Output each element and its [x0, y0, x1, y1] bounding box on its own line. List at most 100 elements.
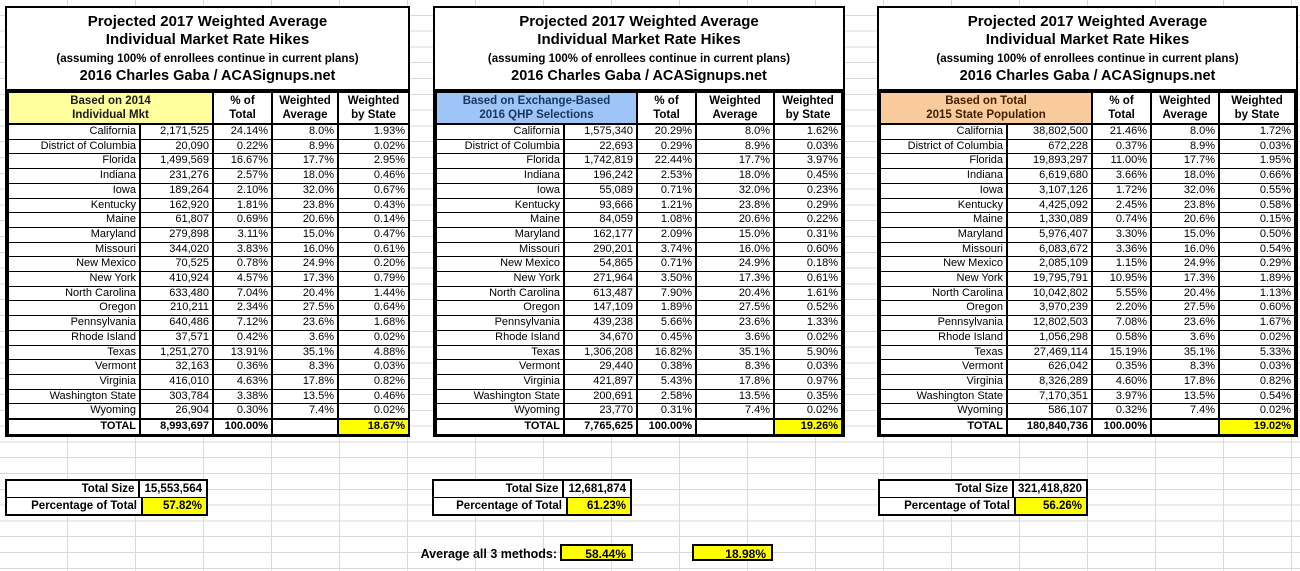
value-cell[interactable]: 27.5% [271, 300, 340, 317]
value-cell[interactable]: 1.13% [1218, 285, 1297, 302]
state-cell[interactable]: Maryland [879, 226, 1008, 243]
value-cell[interactable]: 3,970,239 [1005, 300, 1094, 317]
value-cell[interactable]: 640,486 [138, 315, 215, 331]
value-cell[interactable]: 20.6% [271, 212, 340, 228]
state-cell[interactable]: New Mexico [435, 256, 565, 273]
value-cell[interactable]: 0.22% [773, 212, 844, 228]
state-cell[interactable]: Wyoming [435, 403, 565, 420]
value-cell[interactable]: 0.02% [773, 329, 844, 346]
value-cell[interactable]: 20.6% [1150, 212, 1221, 228]
value-cell[interactable]: 27.5% [1150, 300, 1221, 317]
value-cell[interactable]: 0.03% [1218, 138, 1297, 155]
value-cell[interactable]: 0.43% [337, 197, 411, 214]
value-cell[interactable]: 12,802,503 [1005, 315, 1094, 331]
value-cell[interactable]: 0.74% [1091, 212, 1153, 228]
value-cell[interactable]: 0.29% [636, 138, 698, 155]
value-cell[interactable]: 10.95% [1091, 271, 1153, 287]
value-cell[interactable]: 0.71% [636, 256, 698, 273]
value-cell[interactable]: 210,211 [138, 300, 215, 317]
value-cell[interactable]: 0.18% [773, 256, 844, 273]
value-cell[interactable]: 15.0% [695, 226, 776, 243]
state-cell[interactable]: Maryland [7, 226, 141, 243]
value-cell[interactable]: 7.4% [271, 403, 340, 420]
value-cell[interactable]: 3.11% [212, 226, 274, 243]
value-cell[interactable]: 1.08% [636, 212, 698, 228]
value-cell[interactable]: 11.00% [1091, 153, 1153, 170]
value-cell[interactable]: 29,440 [562, 359, 639, 375]
state-cell[interactable]: Indiana [7, 168, 141, 184]
value-cell[interactable]: 0.35% [1091, 359, 1153, 375]
value-cell[interactable]: 17.7% [271, 153, 340, 170]
average-rate-weighted-value[interactable]: 18.98% [692, 544, 773, 561]
state-cell[interactable]: Rhode Island [7, 329, 141, 346]
value-cell[interactable]: 15.0% [1150, 226, 1221, 243]
total-size-cell[interactable]: 180,840,736 [1005, 418, 1094, 435]
value-cell[interactable]: 1,251,270 [138, 344, 215, 361]
state-cell[interactable]: Missouri [435, 241, 565, 258]
state-cell[interactable]: Rhode Island [879, 329, 1008, 346]
value-cell[interactable]: 0.36% [212, 359, 274, 375]
value-cell[interactable]: 586,107 [1005, 403, 1094, 420]
value-cell[interactable]: 17.7% [1150, 153, 1221, 170]
value-cell[interactable]: 1,306,208 [562, 344, 639, 361]
value-cell[interactable]: 2,085,109 [1005, 256, 1094, 273]
value-cell[interactable]: 0.58% [1091, 329, 1153, 346]
value-cell[interactable]: 93,666 [562, 197, 639, 214]
value-cell[interactable]: 2.34% [212, 300, 274, 317]
value-cell[interactable]: 0.23% [773, 182, 844, 199]
value-cell[interactable]: 1,499,569 [138, 153, 215, 170]
value-cell[interactable]: 17.8% [271, 373, 340, 390]
value-cell[interactable]: 3.38% [212, 388, 274, 405]
value-cell[interactable]: 2.45% [1091, 197, 1153, 214]
value-cell[interactable]: 19,795,791 [1005, 271, 1094, 287]
value-cell[interactable]: 5.66% [636, 315, 698, 331]
value-cell[interactable]: 200,691 [562, 388, 639, 405]
state-cell[interactable]: Texas [7, 344, 141, 361]
value-cell[interactable]: 0.82% [337, 373, 411, 390]
value-cell[interactable]: 0.20% [337, 256, 411, 273]
value-cell[interactable]: 2.09% [636, 226, 698, 243]
state-cell[interactable]: California [7, 123, 141, 140]
value-cell[interactable]: 4.63% [212, 373, 274, 390]
state-cell[interactable]: Missouri [879, 241, 1008, 258]
value-cell[interactable]: 626,042 [1005, 359, 1094, 375]
state-cell[interactable]: New York [879, 271, 1008, 287]
value-cell[interactable]: 3.97% [1091, 388, 1153, 405]
state-cell[interactable]: Florida [435, 153, 565, 170]
value-cell[interactable]: 0.78% [212, 256, 274, 273]
value-cell[interactable]: 17.3% [271, 271, 340, 287]
value-cell[interactable]: 23.6% [695, 315, 776, 331]
value-cell[interactable]: 3.66% [1091, 168, 1153, 184]
value-cell[interactable]: 421,897 [562, 373, 639, 390]
state-cell[interactable]: Maine [435, 212, 565, 228]
value-cell[interactable]: 5,976,407 [1005, 226, 1094, 243]
state-cell[interactable]: Wyoming [879, 403, 1008, 420]
value-cell[interactable]: 344,020 [138, 241, 215, 258]
state-cell[interactable]: North Carolina [435, 285, 565, 302]
state-cell[interactable]: Maryland [435, 226, 565, 243]
state-cell[interactable]: Indiana [435, 168, 565, 184]
state-cell[interactable]: Florida [879, 153, 1008, 170]
value-cell[interactable]: 23.6% [1150, 315, 1221, 331]
value-cell[interactable]: 2.20% [1091, 300, 1153, 317]
value-cell[interactable]: 18.0% [1150, 168, 1221, 184]
value-cell[interactable]: 16.0% [271, 241, 340, 258]
value-cell[interactable]: 303,784 [138, 388, 215, 405]
value-cell[interactable]: 10,042,802 [1005, 285, 1094, 302]
value-cell[interactable]: 55,089 [562, 182, 639, 199]
value-cell[interactable]: 8.9% [271, 138, 340, 155]
value-cell[interactable]: 37,571 [138, 329, 215, 346]
pct-of-total-value[interactable]: 57.82% [143, 498, 206, 514]
value-cell[interactable]: 5.55% [1091, 285, 1153, 302]
value-cell[interactable]: 416,010 [138, 373, 215, 390]
value-cell[interactable]: 1.89% [1218, 271, 1297, 287]
value-cell[interactable]: 8.0% [1150, 123, 1221, 140]
value-cell[interactable]: 6,619,680 [1005, 168, 1094, 184]
value-cell[interactable]: 2.95% [337, 153, 411, 170]
value-cell[interactable]: 17.3% [695, 271, 776, 287]
value-cell[interactable]: 0.02% [337, 138, 411, 155]
value-cell[interactable]: 20.29% [636, 123, 698, 140]
value-cell[interactable]: 279,898 [138, 226, 215, 243]
value-cell[interactable]: 35.1% [1150, 344, 1221, 361]
value-cell[interactable]: 18.0% [695, 168, 776, 184]
